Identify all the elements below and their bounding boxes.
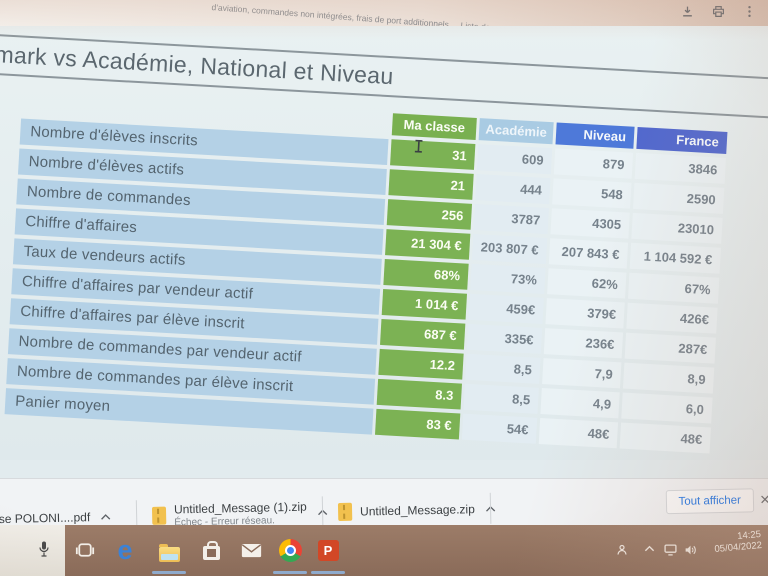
cell-academie: 335€ bbox=[466, 323, 543, 354]
chrome-icon[interactable] bbox=[277, 537, 303, 563]
cell-academie: 444 bbox=[475, 174, 551, 205]
cell-niveau: 548 bbox=[552, 178, 632, 209]
cell-ma-classe: 21 bbox=[388, 169, 474, 200]
download-filename: ise POLONI....pdf bbox=[0, 509, 91, 526]
open-app-indicator bbox=[152, 571, 186, 574]
cell-ma-classe: 256 bbox=[386, 199, 473, 230]
cell-france: 6,0 bbox=[621, 392, 713, 424]
open-app-indicator bbox=[311, 571, 345, 574]
column-header-niveau: Niveau bbox=[555, 122, 635, 149]
cell-niveau: 236€ bbox=[543, 328, 624, 359]
cell-niveau: 207 843 € bbox=[548, 238, 629, 269]
download-icon[interactable] bbox=[681, 5, 694, 18]
cell-academie: 73% bbox=[470, 263, 546, 295]
more-vert-icon[interactable] bbox=[743, 5, 756, 18]
benchmark-table: Ma classe Académie Niveau France Nombre … bbox=[0, 91, 768, 458]
download-filename: Untitled_Message (1).zip bbox=[173, 499, 307, 516]
column-header-ma-classe: Ma classe bbox=[391, 113, 477, 140]
cell-france: 426€ bbox=[626, 302, 718, 334]
volume-icon[interactable] bbox=[684, 544, 697, 556]
close-downloads-icon[interactable]: × bbox=[759, 489, 768, 510]
cell-ma-classe: 687 € bbox=[380, 318, 466, 350]
cell-france: 2590 bbox=[633, 182, 725, 214]
cell-niveau: 48€ bbox=[538, 417, 619, 449]
download-filename: Untitled_Message.zip bbox=[359, 501, 475, 519]
hidden-icons-chevron-icon[interactable] bbox=[644, 544, 655, 553]
cell-ma-classe: 12.2 bbox=[378, 348, 464, 380]
cell-academie: 8,5 bbox=[463, 383, 539, 414]
cell-niveau: 379€ bbox=[545, 298, 625, 329]
search-area[interactable] bbox=[0, 525, 65, 576]
cell-niveau: 879 bbox=[553, 148, 634, 179]
text-cursor bbox=[414, 139, 424, 158]
pdf-toolbar-actions bbox=[681, 5, 756, 18]
cell-academie: 609 bbox=[476, 144, 553, 175]
microphone-icon[interactable] bbox=[38, 540, 50, 563]
cell-ma-classe: 21 304 € bbox=[385, 229, 471, 260]
cell-academie: 459€ bbox=[468, 293, 544, 324]
display-icon[interactable] bbox=[664, 544, 677, 556]
pdf-toolbar: d'aviation, commandes non intégrées, fra… bbox=[0, 0, 768, 42]
file-explorer-icon[interactable] bbox=[156, 541, 182, 567]
cell-niveau: 4,9 bbox=[540, 388, 620, 419]
column-header-academie: Académie bbox=[478, 118, 554, 145]
pdf-page: mark vs Académie, National et Niveau Ma … bbox=[0, 26, 768, 460]
table-body: Nombre d'élèves inscrits 31 609 879 3846… bbox=[0, 117, 768, 458]
print-icon[interactable] bbox=[712, 5, 725, 18]
cell-ma-classe: 83 € bbox=[374, 408, 461, 440]
cell-niveau: 62% bbox=[547, 268, 627, 299]
cell-france: 67% bbox=[627, 272, 720, 304]
cell-academie: 54€ bbox=[461, 413, 538, 444]
open-app-indicator bbox=[273, 571, 307, 574]
taskbar-clock[interactable]: 14:25 05/04/2022 bbox=[714, 529, 763, 555]
show-all-downloads-button[interactable]: Tout afficher bbox=[665, 488, 755, 515]
cell-niveau: 4305 bbox=[550, 208, 630, 239]
powerpoint-icon[interactable]: P bbox=[315, 537, 341, 563]
cell-ma-classe: 68% bbox=[383, 259, 469, 290]
task-view-icon[interactable] bbox=[72, 537, 98, 563]
cell-academie: 8,5 bbox=[465, 353, 541, 384]
cell-niveau: 7,9 bbox=[542, 358, 622, 389]
people-icon[interactable] bbox=[616, 544, 628, 556]
downloads-bar: ise POLONI....pdf Untitled_Message (1).z… bbox=[0, 478, 768, 532]
column-header-france: France bbox=[636, 126, 728, 154]
cell-france: 1 104 592 € bbox=[629, 242, 721, 274]
cell-ma-classe: 1 014 € bbox=[381, 289, 468, 320]
cell-france: 23010 bbox=[631, 212, 723, 244]
taskbar: e P 14:25 bbox=[0, 525, 768, 576]
download-item-pdf[interactable]: ise POLONI....pdf bbox=[0, 493, 114, 542]
zip-file-icon bbox=[151, 506, 167, 525]
cell-ma-classe: 8.3 bbox=[376, 378, 462, 410]
zip-file-icon bbox=[337, 502, 353, 521]
edge-icon[interactable]: e bbox=[117, 535, 133, 565]
chevron-up-icon[interactable] bbox=[98, 510, 113, 522]
cell-academie: 3787 bbox=[473, 204, 549, 235]
store-icon[interactable] bbox=[198, 540, 224, 566]
cell-ma-classe: 31 bbox=[390, 139, 476, 170]
mail-icon[interactable] bbox=[238, 537, 264, 563]
cell-france: 3846 bbox=[634, 152, 726, 184]
cell-france: 48€ bbox=[619, 422, 711, 454]
cell-france: 287€ bbox=[624, 332, 716, 364]
cell-academie: 203 807 € bbox=[471, 233, 548, 265]
cell-france: 8,9 bbox=[622, 362, 715, 394]
